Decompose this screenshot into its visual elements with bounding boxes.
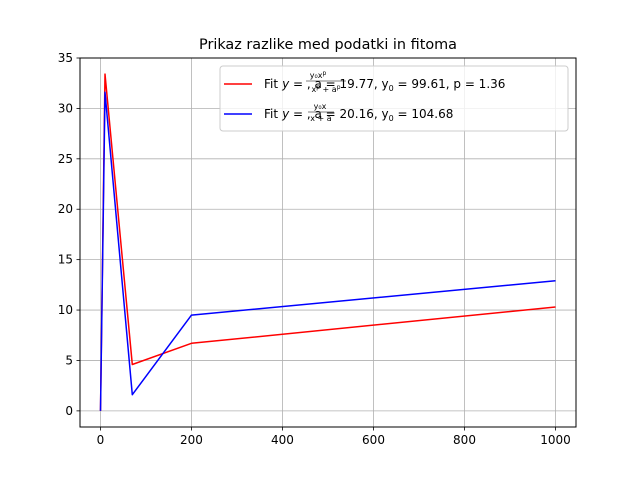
legend-label-1-tail: = 99.61, p = 1.36	[394, 77, 506, 91]
y-tick-label: 30	[58, 101, 73, 115]
x-tick-label: 1000	[540, 433, 571, 447]
x-tick-label: 800	[453, 433, 476, 447]
legend-label-2-prefix: Fit	[264, 107, 278, 121]
legend-label-2: Fit y = , a = 20.16, y0 = 104.68	[264, 107, 453, 123]
plot-frame	[79, 57, 577, 428]
x-tick-label: 400	[271, 433, 294, 447]
legend-label-2-sub: 0	[389, 114, 394, 123]
legend-label-2-params: , a = 20.16, y	[307, 107, 389, 121]
y-tick-label: 20	[58, 202, 73, 216]
x-tick-label: 0	[97, 433, 105, 447]
ticks: 0 200 400 600 800 1000 0 5 10 15 20 25 30 35	[58, 51, 571, 447]
legend-label-2-tail: = 104.68	[394, 107, 454, 121]
chart-title: Prikaz razlike med podatki in fitoma	[199, 37, 457, 53]
y-tick-label: 0	[65, 404, 73, 418]
legend-label-1-prefix: Fit	[264, 77, 278, 91]
legend-label-1-sub: 0	[389, 84, 394, 93]
series-layer	[99, 73, 556, 411]
series-line-2	[99, 91, 556, 411]
y-tick-label: 15	[58, 253, 73, 267]
legend-formula-1: y₀xp xp + ap	[306, 70, 346, 94]
svg-text:y₀x: y₀x	[314, 102, 327, 111]
y-tick-label: 35	[58, 51, 73, 65]
legend-box	[219, 65, 569, 132]
y-tick-label: 25	[58, 152, 73, 166]
svg-text:xp + ap: xp + ap	[311, 84, 340, 94]
y-tick-label: 10	[58, 303, 73, 317]
legend-label-1-params: , a = 19.77, y	[307, 77, 389, 91]
legend-formula-2: y₀x x + a	[308, 102, 334, 123]
x-tick-label: 200	[180, 433, 203, 447]
x-tick-label: 600	[362, 433, 385, 447]
svg-text:x + a: x + a	[310, 114, 332, 123]
legend: Fit y = , a = 19.77, y0 = 99.61, p = 1.36…	[219, 65, 569, 132]
y-tick-label: 5	[65, 353, 73, 367]
svg-text:y₀xp: y₀xp	[310, 70, 327, 80]
legend-label-1: Fit y = , a = 19.77, y0 = 99.61, p = 1.36	[264, 77, 505, 93]
